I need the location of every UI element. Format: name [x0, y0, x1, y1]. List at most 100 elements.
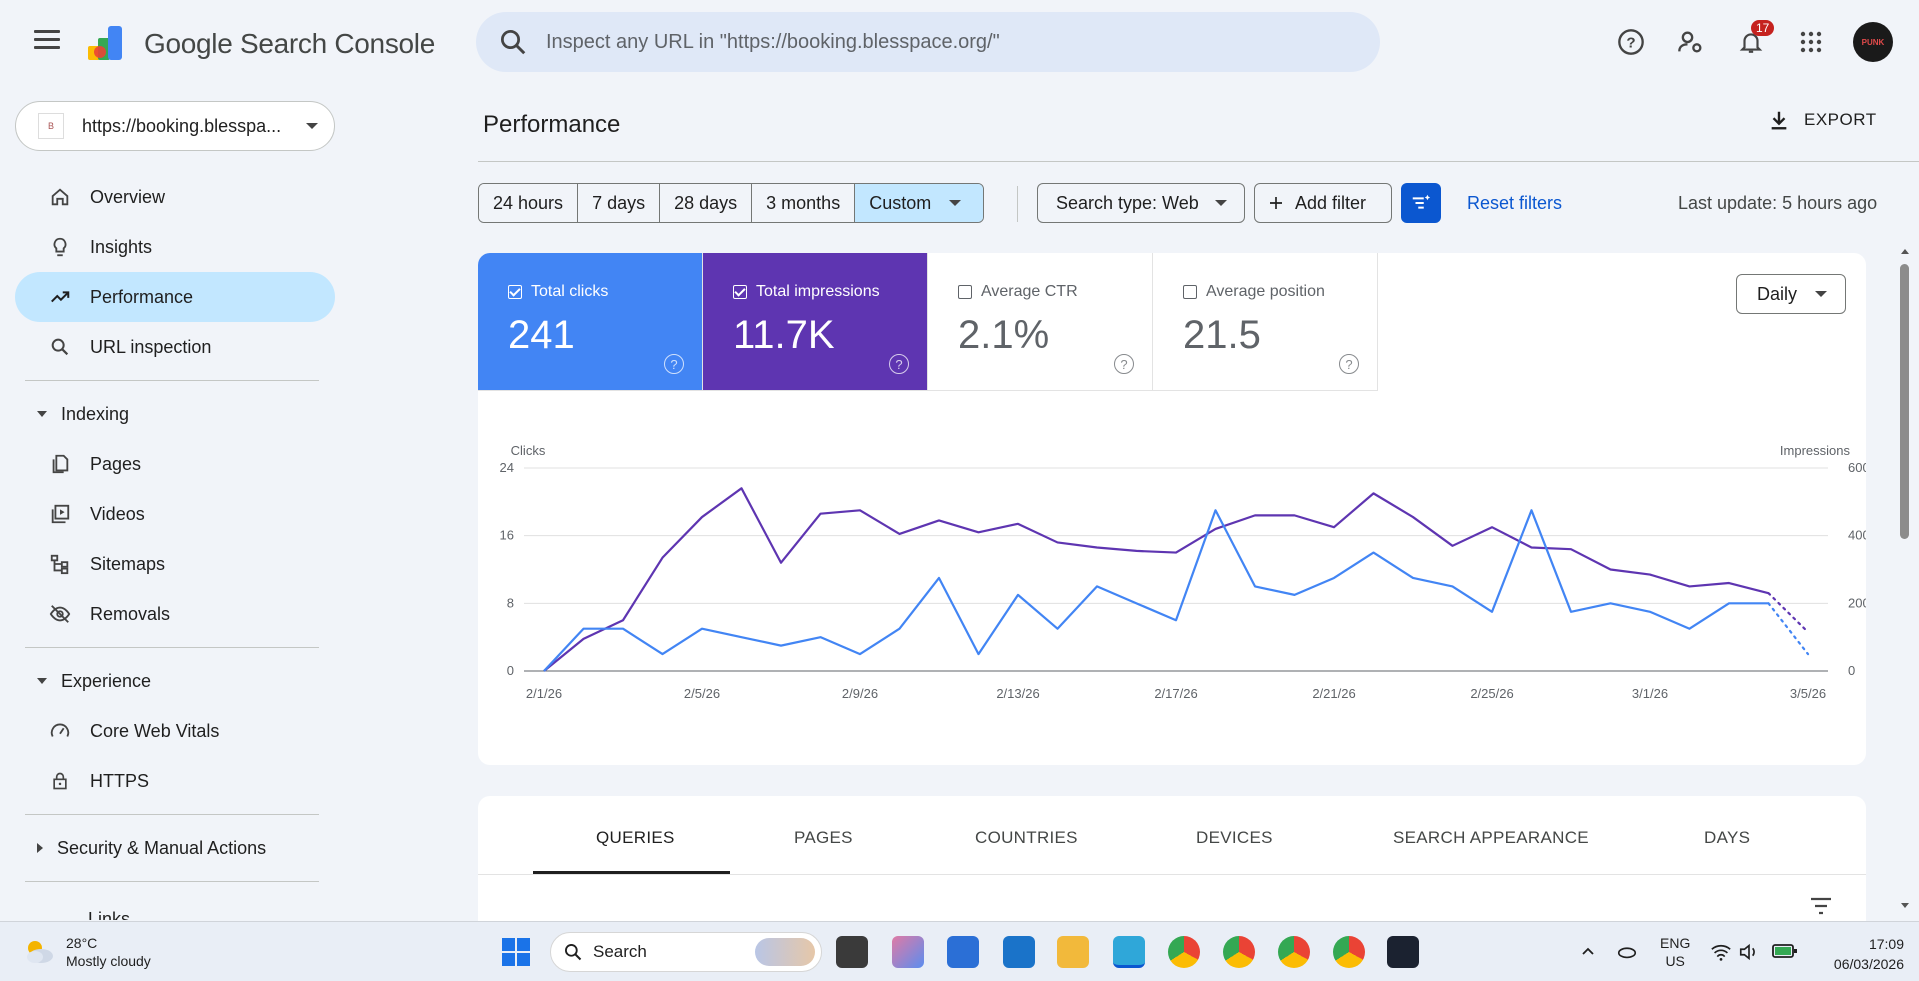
- y-left-tick-label: 24: [500, 460, 514, 475]
- chevron-down-icon: [1815, 291, 1828, 297]
- range-3-months[interactable]: 3 months: [752, 184, 856, 222]
- sidebar-item-label: Pages: [90, 453, 142, 474]
- account-avatar[interactable]: PUNK: [1853, 22, 1893, 62]
- language-indicator[interactable]: ENG US: [1660, 934, 1690, 970]
- tab-search-appearance[interactable]: SEARCH APPEARANCE: [1393, 828, 1589, 847]
- wifi-icon[interactable]: [1710, 942, 1732, 962]
- outlook-icon[interactable]: [1003, 936, 1035, 968]
- tray-overflow-icon[interactable]: [1580, 944, 1596, 958]
- store-icon[interactable]: [947, 936, 979, 968]
- help-icon[interactable]: ?: [1609, 20, 1653, 64]
- checkbox[interactable]: [508, 285, 522, 299]
- tab-countries[interactable]: COUNTRIES: [975, 828, 1078, 847]
- sidebar-section-security[interactable]: Security & Manual Actions: [15, 823, 340, 873]
- checkbox[interactable]: [733, 285, 747, 299]
- volume-icon[interactable]: [1738, 942, 1760, 962]
- metric-label: Total clicks: [531, 283, 609, 300]
- taskbar-search[interactable]: Search: [550, 932, 822, 972]
- notification-badge: 17: [1751, 20, 1775, 36]
- sidebar-section-links[interactable]: Links: [15, 890, 340, 920]
- sidebar-item-core-web-vitals[interactable]: Core Web Vitals: [15, 706, 335, 756]
- weather-widget[interactable]: 28°C Mostly cloudy: [22, 934, 151, 970]
- metric-total-clicks[interactable]: Total clicks 241 ?: [478, 253, 703, 391]
- tab-pages[interactable]: PAGES: [794, 828, 853, 847]
- scrollbar-thumb[interactable]: [1900, 264, 1909, 539]
- table-filter-icon[interactable]: [1808, 896, 1834, 916]
- tab-queries[interactable]: QUERIES: [596, 828, 675, 847]
- help-icon[interactable]: ?: [1114, 354, 1134, 374]
- sidebar-nav: Overview Insights Performance URL inspec…: [0, 172, 340, 920]
- apps-grid-icon[interactable]: [1789, 20, 1833, 64]
- user-settings-icon[interactable]: [1669, 20, 1713, 64]
- edge-browser-icon[interactable]: [1113, 936, 1145, 968]
- top-app-bar: Google Search Console ? 17 PUNK: [0, 0, 1919, 84]
- metric-average-ctr[interactable]: Average CTR 2.1% ?: [928, 253, 1153, 391]
- range-24-hours[interactable]: 24 hours: [479, 184, 579, 222]
- page-scrollbar[interactable]: [1897, 244, 1913, 916]
- windows-start-icon[interactable]: [502, 938, 530, 966]
- task-view-icon[interactable]: [836, 936, 868, 968]
- help-icon[interactable]: ?: [1339, 354, 1359, 374]
- tab-devices[interactable]: DEVICES: [1196, 828, 1273, 847]
- sidebar-item-overview[interactable]: Overview: [15, 172, 335, 222]
- range-28-days[interactable]: 28 days: [660, 184, 753, 222]
- help-icon[interactable]: ?: [889, 354, 909, 374]
- sidebar-item-label: Insights: [90, 236, 153, 257]
- sitemap-icon: [48, 552, 72, 576]
- url-inspect-input[interactable]: [546, 30, 1326, 54]
- sidebar-item-url-inspection[interactable]: URL inspection: [15, 322, 335, 372]
- granularity-label: Daily: [1757, 283, 1798, 304]
- chrome-profile-2-icon[interactable]: [1223, 936, 1255, 968]
- sidebar-item-videos[interactable]: Videos: [15, 489, 335, 539]
- chrome-profile-4-icon[interactable]: [1333, 936, 1365, 968]
- battery-icon[interactable]: [1772, 942, 1798, 960]
- export-label: EXPORT: [1804, 110, 1877, 129]
- sidebar-item-removals[interactable]: Removals: [15, 589, 335, 639]
- main-menu-icon[interactable]: [34, 30, 60, 52]
- download-icon: [1771, 111, 1787, 130]
- metric-total-impressions[interactable]: Total impressions 11.7K ?: [703, 253, 928, 391]
- sidebar-item-pages[interactable]: Pages: [15, 439, 335, 489]
- range-custom[interactable]: Custom: [855, 184, 984, 222]
- date-range-group: 24 hours 7 days 28 days 3 months Custom: [478, 183, 985, 223]
- property-favicon: B: [38, 113, 64, 139]
- tab-days[interactable]: DAYS: [1704, 828, 1751, 847]
- onedrive-icon[interactable]: [1616, 940, 1638, 962]
- url-inspect-search[interactable]: [476, 12, 1380, 72]
- range-7-days[interactable]: 7 days: [578, 184, 661, 222]
- sidebar-item-performance[interactable]: Performance: [15, 272, 335, 322]
- weather-temp: 28°C: [66, 935, 98, 951]
- app-launcher-icon[interactable]: [1387, 936, 1419, 968]
- chevron-down-icon: [1214, 200, 1227, 206]
- search-icon: [48, 335, 72, 359]
- sidebar-item-label: Sitemaps: [90, 553, 166, 574]
- sidebar-section-indexing[interactable]: Indexing: [15, 389, 340, 439]
- compare-filter-button[interactable]: [1401, 183, 1441, 223]
- export-button[interactable]: EXPORT: [1768, 108, 1877, 132]
- search-type-dropdown[interactable]: Search type: Web: [1037, 183, 1245, 223]
- last-update-text: Last update: 5 hours ago: [1678, 193, 1878, 213]
- help-icon[interactable]: ?: [664, 354, 684, 374]
- property-selector[interactable]: B https://booking.blesspa...: [15, 101, 335, 151]
- granularity-dropdown[interactable]: Daily: [1736, 274, 1846, 314]
- sidebar-item-sitemaps[interactable]: Sitemaps: [15, 539, 335, 589]
- sidebar-divider: [25, 814, 319, 815]
- notifications-icon[interactable]: 17: [1729, 20, 1775, 64]
- sidebar-section-experience[interactable]: Experience: [15, 656, 340, 706]
- reset-filters-link[interactable]: Reset filters: [1467, 193, 1563, 213]
- copilot-icon[interactable]: [892, 936, 924, 968]
- scroll-up-icon[interactable]: [1897, 245, 1913, 257]
- chrome-profile-3-icon[interactable]: [1278, 936, 1310, 968]
- x-tick-label: 3/5/26: [1790, 686, 1826, 701]
- checkbox[interactable]: [1183, 285, 1197, 299]
- checkbox[interactable]: [958, 285, 972, 299]
- scroll-down-icon[interactable]: [1897, 900, 1913, 912]
- system-clock[interactable]: 17:09 06/03/2026: [1832, 934, 1904, 974]
- add-filter-button[interactable]: Add filter: [1254, 183, 1392, 223]
- metric-average-position[interactable]: Average position 21.5 ?: [1153, 253, 1378, 391]
- file-explorer-icon[interactable]: [1057, 936, 1089, 968]
- sidebar-item-https[interactable]: HTTPS: [15, 756, 335, 806]
- chrome-profile-1-icon[interactable]: [1168, 936, 1200, 968]
- x-tick-label: 2/17/26: [1154, 686, 1197, 701]
- sidebar-item-insights[interactable]: Insights: [15, 222, 335, 272]
